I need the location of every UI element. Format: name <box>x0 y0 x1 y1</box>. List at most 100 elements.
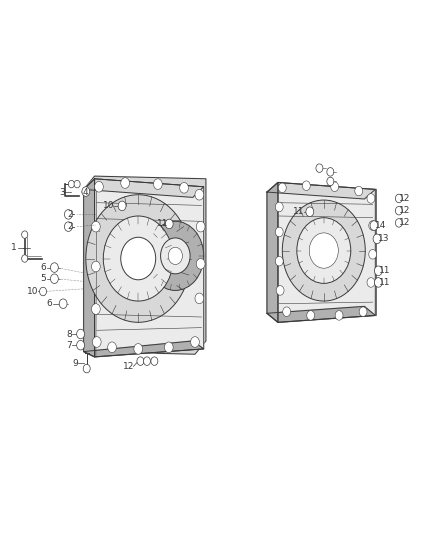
Circle shape <box>50 274 58 284</box>
Text: 5: 5 <box>40 274 46 283</box>
Circle shape <box>164 342 173 353</box>
Circle shape <box>373 234 381 244</box>
Circle shape <box>165 219 173 229</box>
Circle shape <box>195 293 204 304</box>
Circle shape <box>276 286 284 295</box>
Circle shape <box>367 278 375 287</box>
Circle shape <box>21 231 28 238</box>
Polygon shape <box>267 182 376 322</box>
Circle shape <box>95 181 103 192</box>
Circle shape <box>316 164 323 172</box>
Circle shape <box>307 311 314 320</box>
Polygon shape <box>84 179 95 357</box>
Circle shape <box>283 200 365 301</box>
Polygon shape <box>278 182 375 322</box>
Text: 6: 6 <box>40 263 46 272</box>
Circle shape <box>196 221 205 232</box>
Circle shape <box>92 221 100 232</box>
Text: 7: 7 <box>66 341 72 350</box>
Circle shape <box>331 182 339 191</box>
Text: 11: 11 <box>379 278 391 287</box>
Circle shape <box>151 357 158 366</box>
Circle shape <box>64 209 72 219</box>
Circle shape <box>134 344 143 354</box>
Text: 1: 1 <box>11 244 17 253</box>
Circle shape <box>327 167 334 176</box>
Circle shape <box>396 219 403 227</box>
Polygon shape <box>84 179 204 197</box>
Circle shape <box>374 266 382 276</box>
Text: 12: 12 <box>399 219 411 228</box>
Circle shape <box>86 195 191 322</box>
Circle shape <box>108 342 117 353</box>
Polygon shape <box>95 179 204 357</box>
Polygon shape <box>84 176 206 354</box>
Circle shape <box>396 206 403 215</box>
Text: 4: 4 <box>82 188 88 197</box>
Circle shape <box>168 247 183 264</box>
Text: 8: 8 <box>66 329 72 338</box>
Circle shape <box>355 186 363 196</box>
Circle shape <box>118 201 126 211</box>
Circle shape <box>82 187 90 196</box>
Circle shape <box>68 180 74 188</box>
Circle shape <box>297 217 351 284</box>
Text: 9: 9 <box>72 359 78 368</box>
Circle shape <box>276 227 283 237</box>
Text: 11: 11 <box>293 207 305 216</box>
Text: 10: 10 <box>103 201 115 211</box>
Text: 13: 13 <box>378 235 389 244</box>
Circle shape <box>195 189 204 200</box>
Text: 11: 11 <box>156 220 168 229</box>
Circle shape <box>153 179 162 189</box>
Circle shape <box>64 222 72 231</box>
Circle shape <box>359 307 367 317</box>
Circle shape <box>121 177 130 188</box>
Circle shape <box>147 221 204 290</box>
Circle shape <box>367 193 375 203</box>
Circle shape <box>335 311 343 320</box>
Circle shape <box>196 259 205 269</box>
Circle shape <box>374 278 382 287</box>
Circle shape <box>77 329 85 339</box>
Circle shape <box>92 337 101 348</box>
Circle shape <box>144 357 150 366</box>
Circle shape <box>103 216 173 301</box>
Circle shape <box>369 221 377 230</box>
Circle shape <box>77 341 85 350</box>
Polygon shape <box>267 182 278 322</box>
Circle shape <box>279 183 286 192</box>
Circle shape <box>39 287 46 296</box>
Circle shape <box>59 299 67 309</box>
Circle shape <box>309 233 338 268</box>
Circle shape <box>92 304 100 314</box>
Text: 14: 14 <box>375 221 386 230</box>
Circle shape <box>83 365 90 373</box>
Circle shape <box>121 237 155 280</box>
Text: 2: 2 <box>68 210 73 219</box>
Text: 6: 6 <box>47 299 53 308</box>
Circle shape <box>180 182 188 193</box>
Circle shape <box>191 337 199 348</box>
Text: 12: 12 <box>399 194 411 203</box>
Circle shape <box>21 255 28 262</box>
Circle shape <box>302 181 310 190</box>
Circle shape <box>396 194 403 203</box>
Circle shape <box>276 202 283 212</box>
Text: 2: 2 <box>68 222 73 231</box>
Circle shape <box>369 249 377 259</box>
Polygon shape <box>267 182 375 199</box>
Circle shape <box>283 307 290 317</box>
Circle shape <box>137 357 144 366</box>
Circle shape <box>74 180 80 188</box>
Polygon shape <box>84 341 204 357</box>
Circle shape <box>306 207 314 216</box>
Text: 11: 11 <box>379 266 391 275</box>
Text: 12: 12 <box>399 206 411 215</box>
Circle shape <box>276 256 283 266</box>
Text: 10: 10 <box>27 287 38 296</box>
Circle shape <box>50 263 58 272</box>
Circle shape <box>161 238 190 274</box>
Text: 12: 12 <box>123 362 134 371</box>
Polygon shape <box>267 306 375 322</box>
